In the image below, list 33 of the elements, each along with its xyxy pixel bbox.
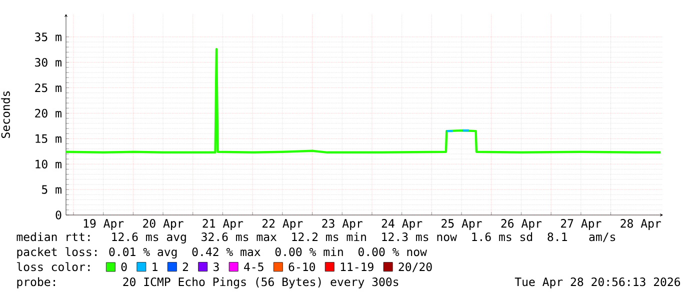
x-tick-label: 27 Apr bbox=[561, 219, 602, 230]
y-tick-label: 25 m bbox=[35, 83, 62, 92]
text: Tue Apr 28 20:56:13 2026 bbox=[514, 277, 680, 288]
legend-label: 20/20 bbox=[398, 262, 432, 272]
text: probe: 20 ICMP Echo Pings (56 Bytes) every 300s bbox=[17, 277, 398, 288]
legend-title: loss color: bbox=[17, 262, 90, 272]
legend-label: 0 bbox=[121, 262, 127, 272]
legend-label: 4-5 bbox=[244, 262, 264, 272]
x-tick-label: 26 Apr bbox=[501, 219, 542, 230]
legend-label: 11-19 bbox=[340, 262, 374, 272]
legend-label: 3 bbox=[214, 262, 219, 272]
legend-label: 6-10 bbox=[288, 262, 315, 272]
line-series bbox=[64, 48, 662, 154]
text: median rtt: 12.6 ms avg 32.6 ms max 12.2 ms min 12.3 ms now 1.6 ms sd 8.1 am/s bbox=[16, 232, 616, 244]
y-tick-label: 20 m bbox=[35, 108, 62, 118]
y-tick-label: 10 m bbox=[36, 160, 62, 168]
y-axis-title: Seconds bbox=[1, 91, 10, 138]
x-tick-label: 20 Apr bbox=[143, 219, 184, 230]
y-tick-label: 5 m bbox=[42, 185, 62, 194]
y-tick-label: 35 m bbox=[35, 32, 62, 42]
y-tick-label: 30 m bbox=[35, 58, 62, 67]
x-tick-label: 23 Apr bbox=[322, 219, 362, 230]
text: packet loss: 0.01 % avg 0.42 % max 0.00 % min 0.00 % now bbox=[17, 247, 427, 258]
x-tick-label: 25 Apr bbox=[442, 219, 482, 230]
y-tick-label: 15 m bbox=[36, 134, 62, 143]
x-tick-label: 28 Apr bbox=[620, 219, 661, 230]
legend-label: 1 bbox=[152, 262, 158, 271]
x-tick-label: 22 Apr bbox=[262, 219, 303, 230]
x-tick-label: 21 Apr bbox=[202, 219, 244, 230]
x-tick-label: 24 Apr bbox=[382, 219, 422, 230]
y-tick-label: 0 bbox=[56, 210, 62, 220]
x-tick-label: 19 Apr bbox=[84, 219, 124, 230]
legend-label: 2 bbox=[182, 262, 188, 271]
